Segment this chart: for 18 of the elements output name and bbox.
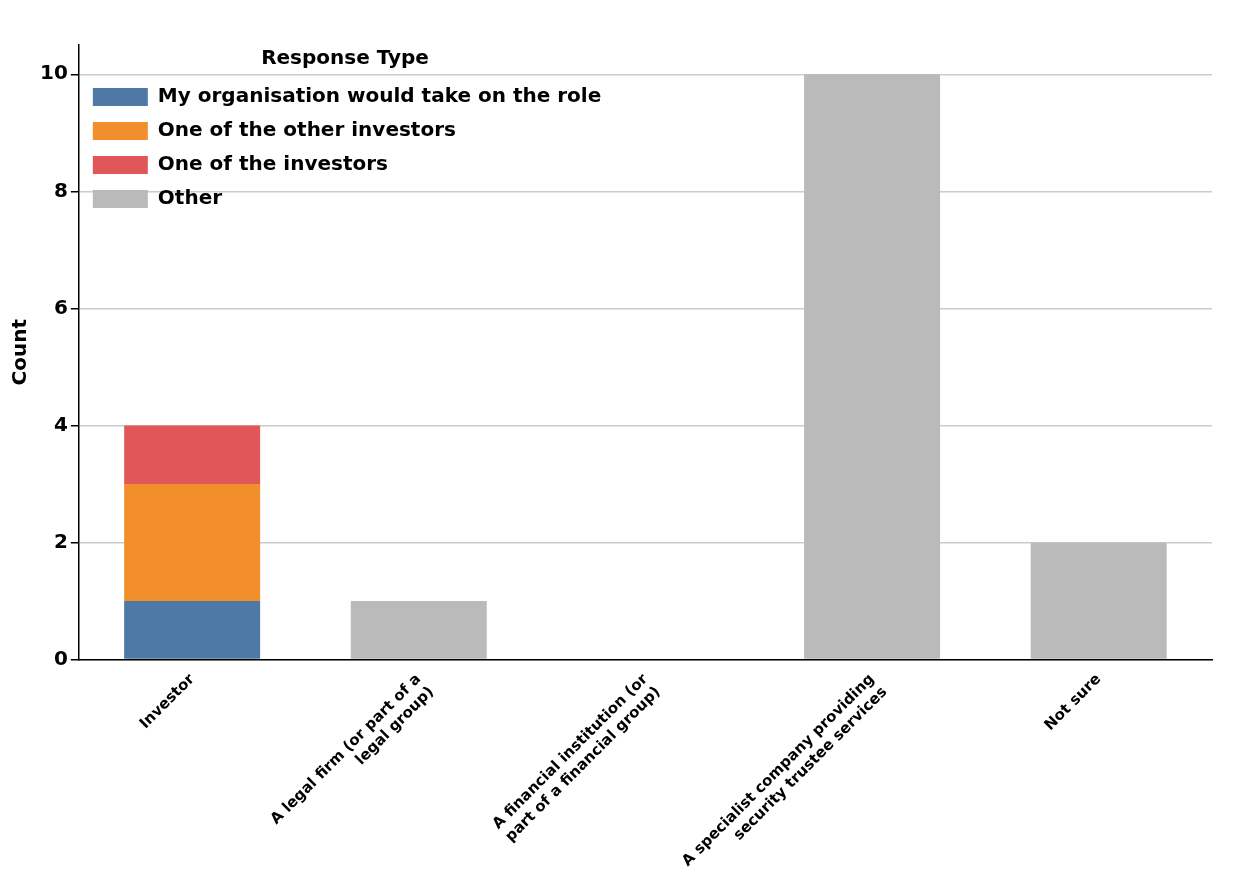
legend-label: My organisation would take on the role: [157, 83, 602, 108]
y-tick-label: 6: [53, 294, 68, 319]
y-tick-label: 4: [53, 411, 68, 436]
legend-label: One of the investors: [157, 151, 388, 176]
bar: [350, 601, 487, 659]
y-tick-label: 0: [53, 645, 68, 670]
bar: [804, 74, 941, 659]
y-tick-label: 2: [53, 528, 68, 553]
y-tick-label: 8: [53, 177, 68, 202]
bar: [1030, 542, 1167, 659]
legend-label: Other: [157, 185, 223, 210]
y-axis-title: Count: [7, 318, 32, 386]
legend-label: One of the other investors: [157, 117, 456, 142]
bar: [124, 425, 261, 484]
y-tick-label: 10: [39, 60, 68, 85]
legend-title: Response Type: [261, 45, 429, 70]
bar: [124, 601, 261, 659]
bar: [124, 483, 261, 602]
